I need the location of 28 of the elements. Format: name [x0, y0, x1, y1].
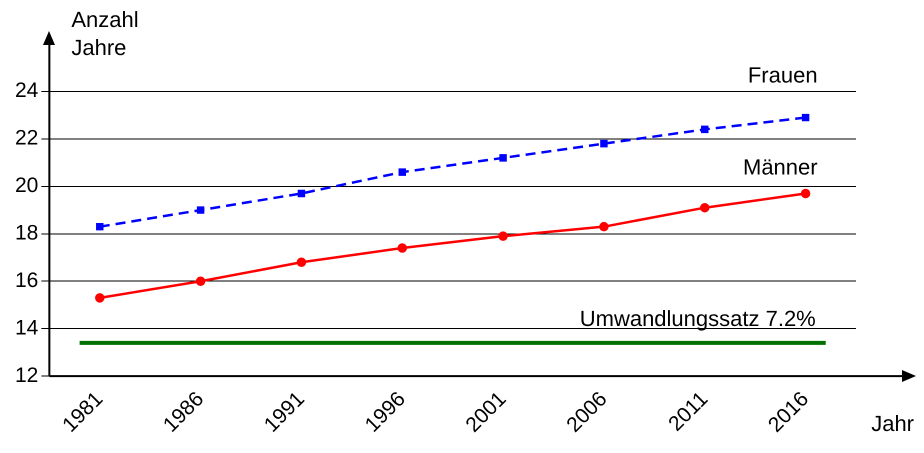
y-tick-label: 12	[15, 364, 38, 387]
y-tick-label: 18	[15, 222, 38, 245]
point	[599, 222, 609, 232]
point	[95, 293, 105, 303]
point	[600, 140, 608, 148]
y-tick-label: 16	[15, 269, 38, 292]
y-tick-label: 14	[15, 316, 39, 340]
y-tick-label: 24	[15, 79, 39, 102]
point	[398, 243, 408, 253]
x-axis-title: Jahr	[871, 411, 914, 436]
point	[498, 231, 508, 241]
point	[298, 190, 306, 198]
point	[398, 168, 406, 176]
point	[701, 126, 708, 134]
series-label: Frauen	[748, 62, 818, 88]
y-tick-label: 20	[15, 174, 38, 198]
point	[800, 188, 810, 198]
point	[96, 222, 104, 230]
point	[499, 154, 507, 162]
point	[196, 206, 204, 214]
y-axis-title: Anzahl Jahre	[71, 7, 139, 60]
point	[802, 114, 810, 122]
ref-line-label: Umwandlungssatz 7.2%	[580, 306, 816, 331]
point	[296, 258, 306, 268]
point	[196, 276, 206, 286]
series-label: Männer	[742, 154, 818, 180]
y-tick-label: 22	[15, 126, 38, 150]
point	[700, 202, 710, 212]
